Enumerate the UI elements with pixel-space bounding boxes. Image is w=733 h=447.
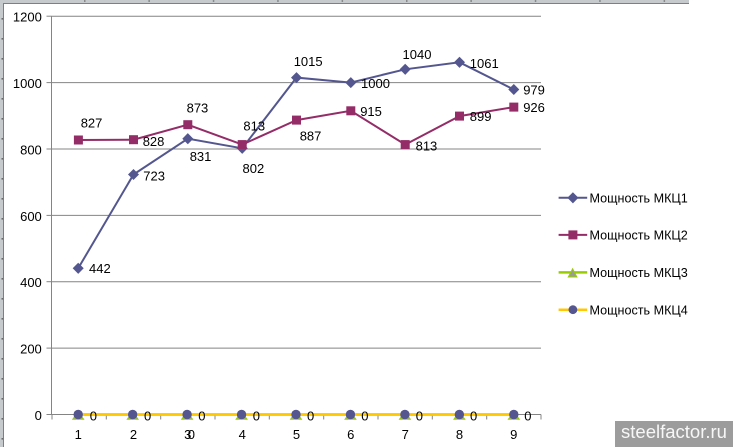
- svg-text:0: 0: [361, 408, 368, 423]
- svg-text:0: 0: [144, 408, 151, 423]
- svg-text:0: 0: [253, 408, 260, 423]
- svg-text:979: 979: [523, 83, 545, 98]
- svg-text:0: 0: [90, 408, 97, 423]
- svg-text:200: 200: [20, 342, 42, 357]
- svg-text:9: 9: [510, 427, 517, 442]
- svg-text:0: 0: [524, 408, 531, 423]
- svg-text:1015: 1015: [294, 54, 323, 69]
- svg-text:1061: 1061: [470, 56, 499, 71]
- svg-text:1000: 1000: [13, 76, 42, 91]
- svg-text:915: 915: [360, 104, 382, 119]
- svg-text:926: 926: [523, 100, 545, 115]
- svg-text:873: 873: [187, 100, 209, 115]
- svg-text:7: 7: [402, 427, 409, 442]
- svg-text:5: 5: [293, 427, 300, 442]
- svg-text:827: 827: [81, 116, 103, 131]
- svg-text:800: 800: [20, 142, 42, 157]
- svg-text:Мощность МКЦ3: Мощность МКЦ3: [590, 266, 688, 280]
- svg-text:4: 4: [239, 427, 246, 442]
- svg-text:899: 899: [470, 109, 492, 124]
- svg-text:0: 0: [188, 427, 195, 442]
- svg-text:Мощность МКЦ2: Мощность МКЦ2: [590, 229, 688, 243]
- svg-text:0: 0: [35, 408, 42, 423]
- svg-text:Мощность МКЦ4: Мощность МКЦ4: [590, 303, 688, 317]
- svg-text:828: 828: [143, 134, 165, 149]
- svg-text:2: 2: [130, 427, 137, 442]
- svg-text:831: 831: [190, 149, 212, 164]
- svg-text:1200: 1200: [13, 10, 42, 25]
- svg-text:0: 0: [198, 408, 205, 423]
- svg-text:802: 802: [243, 161, 265, 176]
- svg-text:887: 887: [300, 128, 322, 143]
- svg-text:1040: 1040: [403, 47, 432, 62]
- svg-text:0: 0: [470, 408, 477, 423]
- svg-text:0: 0: [307, 408, 314, 423]
- svg-text:442: 442: [89, 261, 111, 276]
- svg-text:813: 813: [416, 138, 438, 153]
- svg-text:723: 723: [143, 168, 165, 183]
- svg-text:Мощность МКЦ1: Мощность МКЦ1: [590, 191, 688, 205]
- svg-text:400: 400: [20, 275, 42, 290]
- svg-text:8: 8: [456, 427, 463, 442]
- svg-text:1: 1: [75, 427, 82, 442]
- svg-text:600: 600: [20, 209, 42, 224]
- svg-text:0: 0: [416, 408, 423, 423]
- svg-text:1000: 1000: [361, 76, 390, 91]
- svg-text:6: 6: [347, 427, 354, 442]
- svg-text:813: 813: [243, 118, 265, 133]
- svg-text:3: 3: [184, 427, 191, 442]
